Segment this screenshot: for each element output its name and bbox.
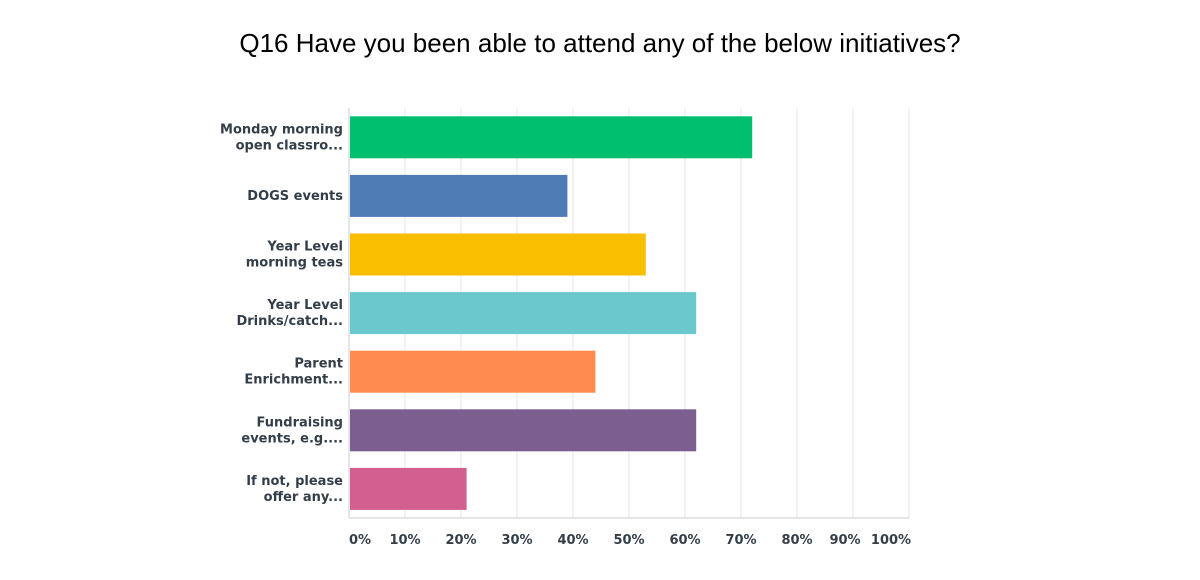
category-label-2-0: Year Level — [266, 240, 343, 255]
category-label-6-1: offer any... — [264, 490, 343, 505]
category-label-3-1: Drinks/catch... — [236, 314, 343, 329]
category-label-0-0: Monday morning — [220, 122, 343, 137]
x-tick-label-90: 90% — [829, 533, 860, 548]
x-tick-label-100: 100% — [871, 533, 911, 548]
x-tick-label-10: 10% — [389, 533, 420, 548]
x-tick-label-80: 80% — [781, 533, 812, 548]
category-label-2-1: morning teas — [246, 256, 343, 271]
x-tick-label-60: 60% — [669, 533, 700, 548]
category-label-5-0: Fundraising — [257, 415, 343, 430]
bar-5 — [350, 409, 697, 452]
x-tick-label-70: 70% — [725, 533, 756, 548]
category-label-4-0: Parent — [294, 357, 343, 372]
bar-4 — [350, 350, 596, 393]
bar-6 — [350, 467, 467, 510]
category-label-0-1: open classro... — [236, 138, 343, 153]
x-tick-label-20: 20% — [445, 533, 476, 548]
bar-2 — [350, 233, 646, 276]
x-tick-label-50: 50% — [613, 533, 644, 548]
category-label-3-0: Year Level — [266, 298, 343, 313]
category-label-5-1: events, e.g.... — [241, 431, 343, 446]
bar-1 — [350, 174, 568, 217]
category-label-1-0: DOGS events — [247, 189, 343, 204]
chart-title: Q16 Have you been able to attend any of … — [239, 28, 961, 58]
x-tick-label-30: 30% — [501, 533, 532, 548]
x-tick-label-0: 0% — [349, 533, 371, 548]
category-label-4-1: Enrichment... — [244, 373, 343, 388]
bar-0 — [350, 116, 753, 159]
x-tick-label-40: 40% — [557, 533, 588, 548]
bar-3 — [350, 292, 697, 335]
category-label-6-0: If not, please — [246, 474, 343, 489]
